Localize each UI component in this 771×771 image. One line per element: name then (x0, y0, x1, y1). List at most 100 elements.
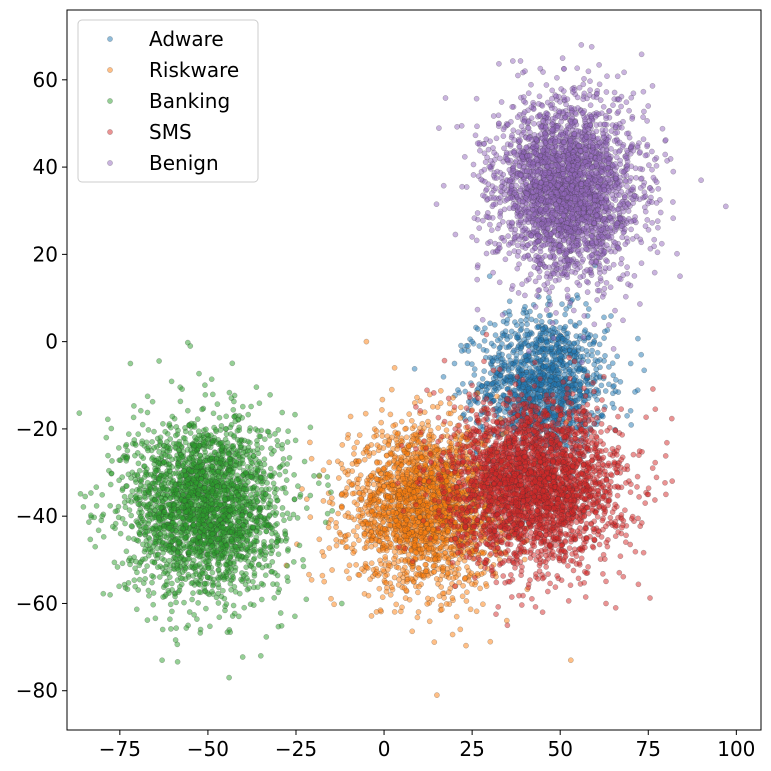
point-banking-79 (281, 517, 287, 524)
point-riskware-2236 (338, 461, 345, 467)
point-riskware-633 (368, 543, 375, 550)
point-adware-823 (517, 327, 524, 334)
point-banking-1139 (124, 483, 130, 489)
point-riskware-2379 (426, 437, 433, 443)
point-riskware-1956 (401, 527, 408, 533)
point-banking-1064 (279, 409, 285, 416)
point-riskware-2247 (360, 521, 366, 527)
point-riskware-2152 (369, 537, 375, 544)
point-adware-1226 (591, 361, 597, 368)
point-riskware-2405 (568, 657, 574, 663)
point-adware-1237 (481, 338, 488, 344)
point-riskware-1033 (350, 541, 357, 547)
point-banking-435 (292, 613, 298, 620)
point-riskware-1521 (307, 439, 313, 446)
point-riskware-2327 (407, 487, 413, 494)
point-banking-1022 (144, 409, 151, 416)
point-riskware-2392 (377, 557, 383, 564)
point-riskware-2323 (391, 548, 398, 555)
point-riskware-2209 (425, 526, 432, 532)
point-riskware-2272 (376, 538, 383, 544)
point-riskware-588 (426, 618, 433, 625)
point-adware-439 (586, 306, 592, 312)
point-riskware-1555 (419, 420, 426, 427)
point-adware-1403 (522, 303, 528, 310)
point-adware-1406 (638, 351, 644, 358)
point-adware-414 (589, 352, 595, 359)
point-adware-1097 (538, 358, 544, 364)
point-riskware-2080 (385, 495, 391, 501)
point-riskware-1720 (438, 584, 444, 590)
point-riskware-2229 (333, 524, 339, 530)
point-riskware-2340 (375, 505, 382, 512)
point-adware-1293 (507, 380, 514, 387)
point-banking-409 (146, 593, 152, 599)
point-riskware-1921 (402, 499, 409, 506)
point-adware-1380 (469, 361, 475, 367)
point-riskware-2241 (387, 522, 393, 529)
point-adware-763 (505, 367, 512, 374)
point-riskware-2404 (434, 692, 440, 698)
point-adware-1225 (488, 393, 494, 400)
point-adware-1279 (518, 345, 524, 352)
point-riskware-2403 (321, 578, 327, 585)
point-riskware-1493 (487, 638, 494, 645)
point-riskware-2288 (394, 446, 400, 452)
point-adware-869 (609, 360, 616, 366)
point-adware-1228 (541, 352, 547, 359)
point-adware-284 (471, 366, 478, 372)
point-riskware-1000 (339, 442, 346, 448)
point-adware-543 (635, 335, 641, 342)
point-adware-1119 (562, 323, 569, 330)
point-riskware-1185 (443, 601, 450, 607)
point-adware-1112 (568, 343, 575, 350)
point-riskware-2402 (339, 491, 345, 498)
point-riskware-1101 (443, 427, 450, 433)
point-riskware-1357 (430, 403, 436, 410)
point-riskware-1475 (326, 545, 333, 551)
point-riskware-2270 (430, 484, 436, 490)
point-riskware-2076 (433, 576, 440, 582)
point-riskware-1474 (363, 448, 370, 455)
point-riskware-1405 (378, 419, 384, 426)
point-adware-1261 (549, 364, 556, 371)
point-banking-0 (150, 590, 157, 596)
point-riskware-2027 (410, 458, 417, 465)
point-riskware-2062 (354, 439, 360, 446)
point-riskware-2058 (361, 456, 368, 463)
point-riskware-120 (346, 562, 353, 569)
point-riskware-2023 (480, 550, 486, 557)
point-banking-446 (196, 370, 202, 377)
point-riskware-1125 (447, 420, 453, 427)
point-riskware-1879 (371, 433, 377, 440)
point-adware-1163 (524, 327, 530, 334)
point-adware-1399 (557, 324, 563, 331)
point-banking-569 (114, 564, 121, 570)
point-riskware-1840 (389, 386, 395, 393)
point-banking-1125 (109, 458, 115, 464)
point-adware-1175 (583, 348, 590, 354)
point-riskware-2134 (417, 555, 424, 561)
point-riskware-2355 (383, 580, 390, 586)
point-riskware-1710 (431, 639, 438, 645)
point-adware-735 (518, 322, 525, 328)
point-adware-442 (608, 313, 614, 319)
point-riskware-1802 (351, 445, 358, 451)
point-riskware-2359 (403, 434, 410, 441)
point-riskware-1369 (405, 552, 412, 558)
point-adware-97 (411, 366, 418, 372)
point-adware-1301 (537, 387, 543, 394)
point-banking-622 (284, 439, 291, 445)
point-adware-1230 (534, 324, 540, 331)
point-riskware-1462 (431, 562, 437, 569)
point-riskware-756 (464, 589, 470, 595)
point-adware-1343 (611, 383, 617, 389)
point-riskware-1867 (379, 433, 386, 439)
point-banking-585 (110, 523, 116, 530)
point-banking-13 (270, 480, 277, 487)
point-adware-87 (458, 342, 464, 349)
point-banking-1021 (107, 592, 113, 598)
point-riskware-2389 (393, 517, 400, 524)
point-riskware-600 (393, 601, 399, 608)
point-riskware-1362 (380, 567, 386, 573)
